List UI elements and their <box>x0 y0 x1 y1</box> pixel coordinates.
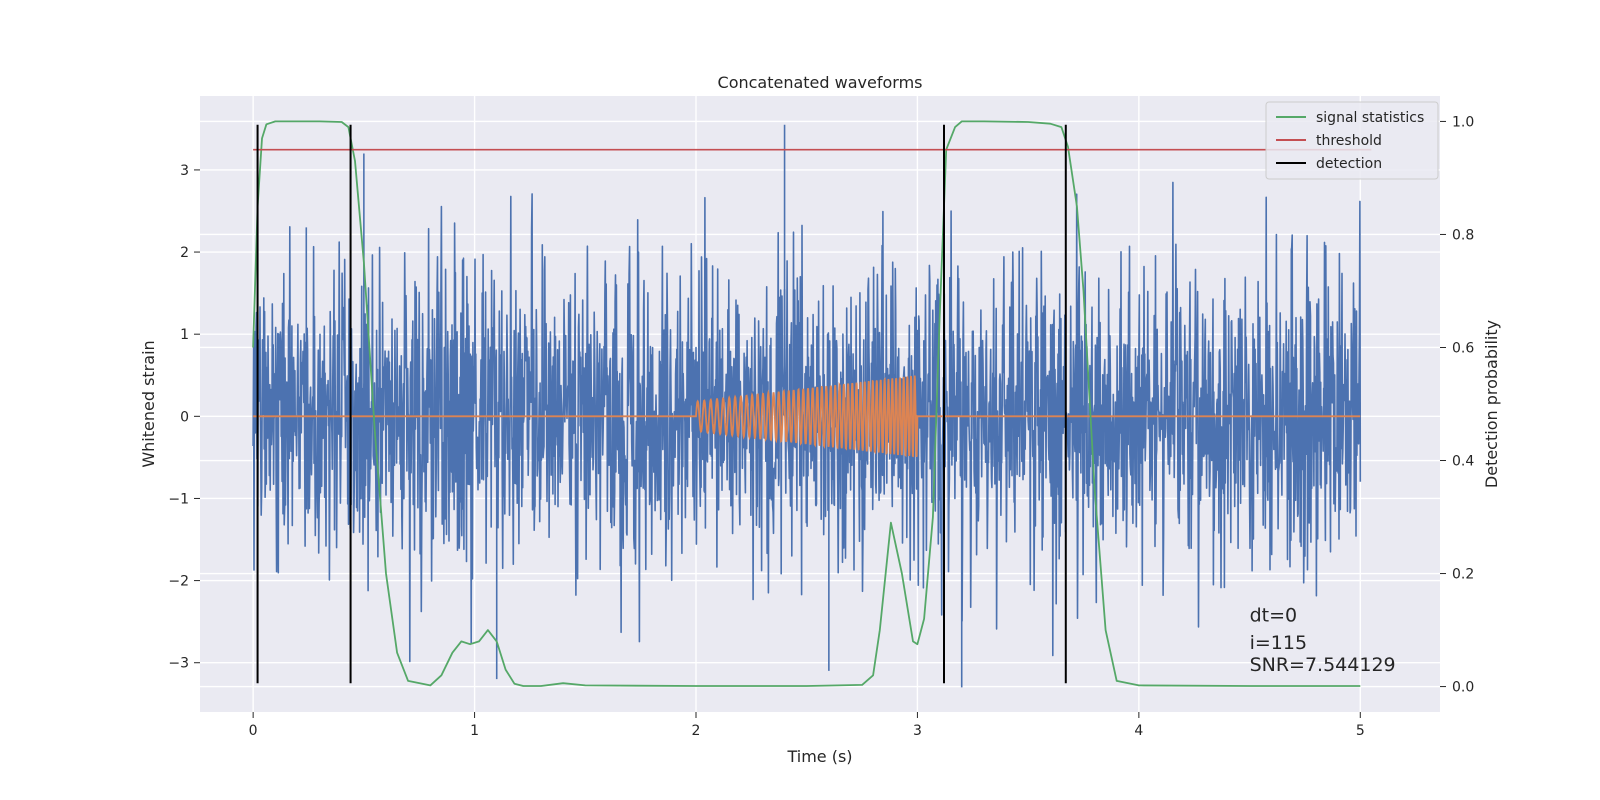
template-line <box>253 375 1361 458</box>
y-tick-label: 2 <box>180 245 189 261</box>
x-tick-label: 0 <box>249 723 258 739</box>
y-axis-label: Whitened strain <box>139 340 158 467</box>
legend-label: threshold <box>1316 133 1382 149</box>
detection-layer <box>256 124 1067 684</box>
y2-tick-label: 0.2 <box>1452 567 1474 583</box>
annotation-text: dt=0 <box>1250 605 1298 627</box>
legend: signal statistics threshold detection <box>1265 101 1439 180</box>
y-tick-label: −1 <box>168 491 189 507</box>
template-layer <box>253 375 1361 458</box>
y-tick-label: 1 <box>180 327 189 343</box>
noise-layer <box>252 124 1362 688</box>
legend-box <box>1265 101 1439 180</box>
statistic-layer <box>252 120 1361 687</box>
y-tick-label: 0 <box>180 409 189 425</box>
y-tick-label: 3 <box>180 163 189 179</box>
signal-statistics-line <box>252 120 1361 687</box>
x-tick-label: 3 <box>913 723 922 739</box>
legend-label: signal statistics <box>1316 110 1424 126</box>
x-axis-label: Time (s) <box>786 747 852 766</box>
y2-tick-label: 0.6 <box>1452 340 1474 356</box>
chart-title: Concatenated waveforms <box>718 73 923 92</box>
x-tick-label: 1 <box>470 723 479 739</box>
y2-tick-label: 0.4 <box>1452 454 1474 470</box>
x-tick-label: 2 <box>692 723 701 739</box>
y-tick-label: −2 <box>168 574 189 590</box>
annotation-text: i=115 <box>1250 632 1307 654</box>
x-tick-label: 4 <box>1134 723 1143 739</box>
x-tick-label: 5 <box>1356 723 1365 739</box>
y2-axis-label: Detection probability <box>1482 320 1501 488</box>
annotation-text: SNR=7.544129 <box>1250 654 1396 676</box>
y2-tick-label: 1.0 <box>1452 114 1474 130</box>
y2-tick-label: 0.8 <box>1452 227 1474 243</box>
axis-ticks: 0 1 2 3 4 5 −3 −2 −1 0 1 2 3 0.0 0.2 0.4 0.6 0.8 1.0 <box>168 114 1474 739</box>
legend-label: detection <box>1316 156 1382 172</box>
y-tick-label: −3 <box>168 656 189 672</box>
y2-tick-label: 0.0 <box>1452 680 1474 696</box>
